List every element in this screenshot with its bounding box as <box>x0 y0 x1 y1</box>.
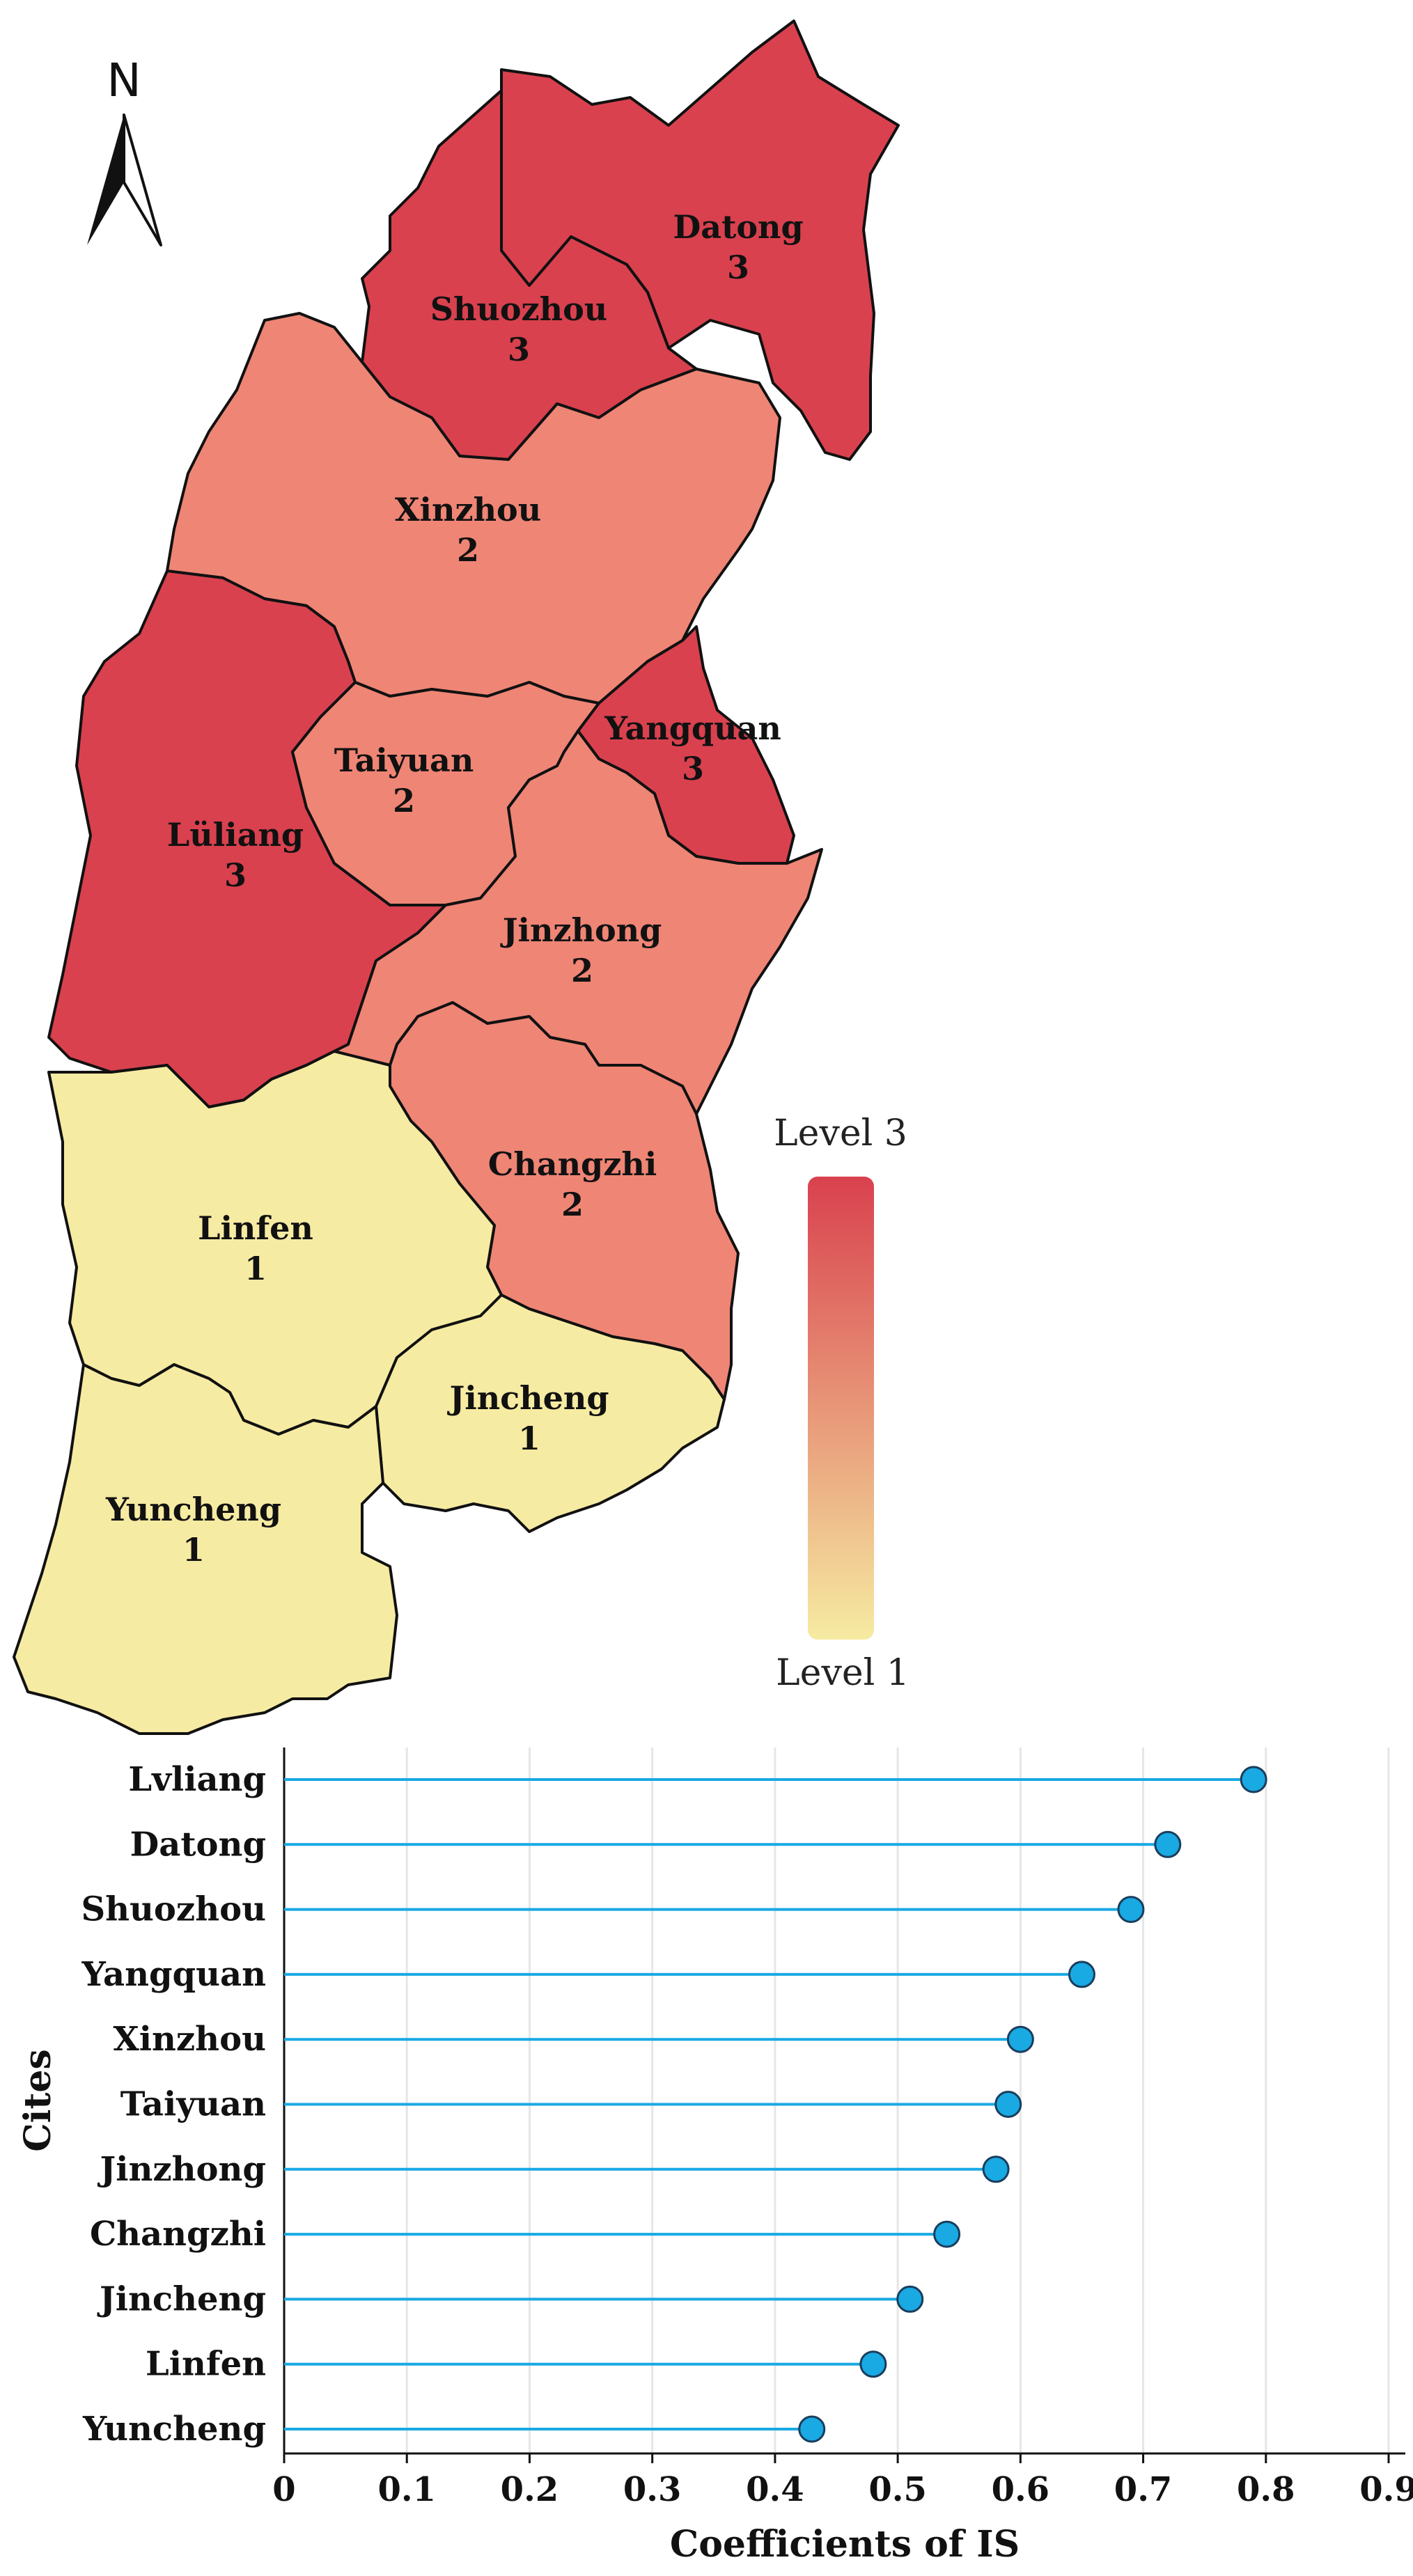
region-jincheng <box>375 1294 726 1533</box>
lollipop-dot <box>1154 1830 1182 1858</box>
x-tick-label: 0.3 <box>623 2470 682 2509</box>
lollipop-dot <box>896 2285 924 2313</box>
chart-gridlines <box>405 1748 1390 2453</box>
lollipop-dot <box>933 2220 961 2248</box>
map-legend: Level 3 Level 1 <box>774 1113 910 1694</box>
label-shuozhou-name: Shuozhou <box>430 290 607 328</box>
label-linfen-level: 1 <box>244 1250 267 1287</box>
region-yuncheng <box>13 1363 398 1735</box>
y-tick-label: Lvliang <box>128 1760 266 1799</box>
province-map <box>13 19 900 1735</box>
y-tick-label: Yangquan <box>81 1955 266 1994</box>
lollipop-dot <box>1240 1766 1267 1793</box>
legend-bottom-label: Level 1 <box>776 1652 910 1694</box>
label-yuncheng-name: Yuncheng <box>105 1491 281 1528</box>
label-taiyuan-name: Taiyuan <box>334 741 474 779</box>
lollipop-dot <box>1117 1896 1145 1924</box>
region-labels: Datong 3 Shuozhou 3 Xinzhou 2 Lüliang 3 … <box>105 208 804 1569</box>
x-tick-label: 0.4 <box>746 2470 804 2509</box>
label-yangquan-name: Yangquan <box>604 709 781 747</box>
label-yangquan-level: 3 <box>682 750 704 787</box>
x-axis-title: Coefficients of IS <box>670 2523 1020 2566</box>
label-jinzhong-level: 2 <box>571 952 593 989</box>
label-xinzhou-name: Xinzhou <box>395 491 541 528</box>
north-arrow-label: N <box>107 54 141 107</box>
y-tick-label: Yuncheng <box>82 2410 266 2449</box>
x-tick-label: 0.1 <box>377 2470 436 2509</box>
label-jincheng-name: Jincheng <box>446 1379 609 1417</box>
x-tick-label: 0 <box>272 2470 295 2509</box>
label-datong-level: 3 <box>727 249 749 286</box>
chart-stems <box>284 1778 1254 2430</box>
x-tick-label: 0.9 <box>1359 2470 1413 2509</box>
label-changzhi-name: Changzhi <box>488 1145 657 1183</box>
label-linfen-name: Linfen <box>198 1209 313 1247</box>
y-tick-label: Jincheng <box>97 2279 266 2318</box>
legend-top-label: Level 3 <box>774 1113 907 1154</box>
legend-color-bar <box>808 1177 874 1640</box>
lollipop-dot <box>994 2091 1022 2118</box>
lollipop-dot <box>982 2155 1010 2183</box>
label-yuncheng-level: 1 <box>182 1531 205 1569</box>
x-tick-label: 0.6 <box>992 2470 1050 2509</box>
lollipop-dot <box>1006 2025 1034 2053</box>
y-axis-title: Cites <box>17 2049 59 2152</box>
lollipop-dot <box>798 2415 826 2443</box>
label-luliang-name: Lüliang <box>167 816 304 854</box>
y-tick-label: Changzhi <box>90 2215 266 2254</box>
label-shuozhou-level: 3 <box>508 331 530 368</box>
x-tick-labels: 0 0.1 0.2 0.3 0.4 0.5 0.6 0.7 0.8 0.9 <box>272 2453 1413 2509</box>
label-changzhi-level: 2 <box>561 1186 584 1223</box>
y-tick-label: Jinzhong <box>97 2150 266 2189</box>
lollipop-dot <box>859 2350 887 2378</box>
y-tick-label: Shuozhou <box>81 1890 266 1929</box>
label-jincheng-level: 1 <box>518 1420 540 1457</box>
label-jinzhong-name: Jinzhong <box>500 911 662 949</box>
x-tick-label: 0.7 <box>1114 2470 1173 2509</box>
lollipop-dot <box>1068 1961 1095 1988</box>
y-tick-label: Xinzhou <box>114 2020 266 2059</box>
y-tick-label: Taiyuan <box>120 2085 266 2124</box>
x-tick-label: 0.2 <box>501 2470 559 2509</box>
y-tick-label: Linfen <box>146 2345 266 2384</box>
x-tick-label: 0.8 <box>1237 2470 1295 2509</box>
y-tick-label: Datong <box>130 1825 266 1864</box>
x-tick-label: 0.5 <box>868 2470 927 2509</box>
label-datong-name: Datong <box>673 208 803 246</box>
lollipop-chart: Lvliang Datong Shuozhou Yangquan Xinzhou Taiy… <box>17 1748 1413 2566</box>
north-arrow-icon: N <box>87 54 162 246</box>
chart-dots <box>798 1766 1267 2443</box>
label-luliang-level: 3 <box>224 856 247 894</box>
y-tick-labels: Lvliang Datong Shuozhou Yangquan Xinzhou Taiy… <box>81 1760 266 2449</box>
label-xinzhou-level: 2 <box>457 531 479 569</box>
label-taiyuan-level: 2 <box>393 782 415 819</box>
